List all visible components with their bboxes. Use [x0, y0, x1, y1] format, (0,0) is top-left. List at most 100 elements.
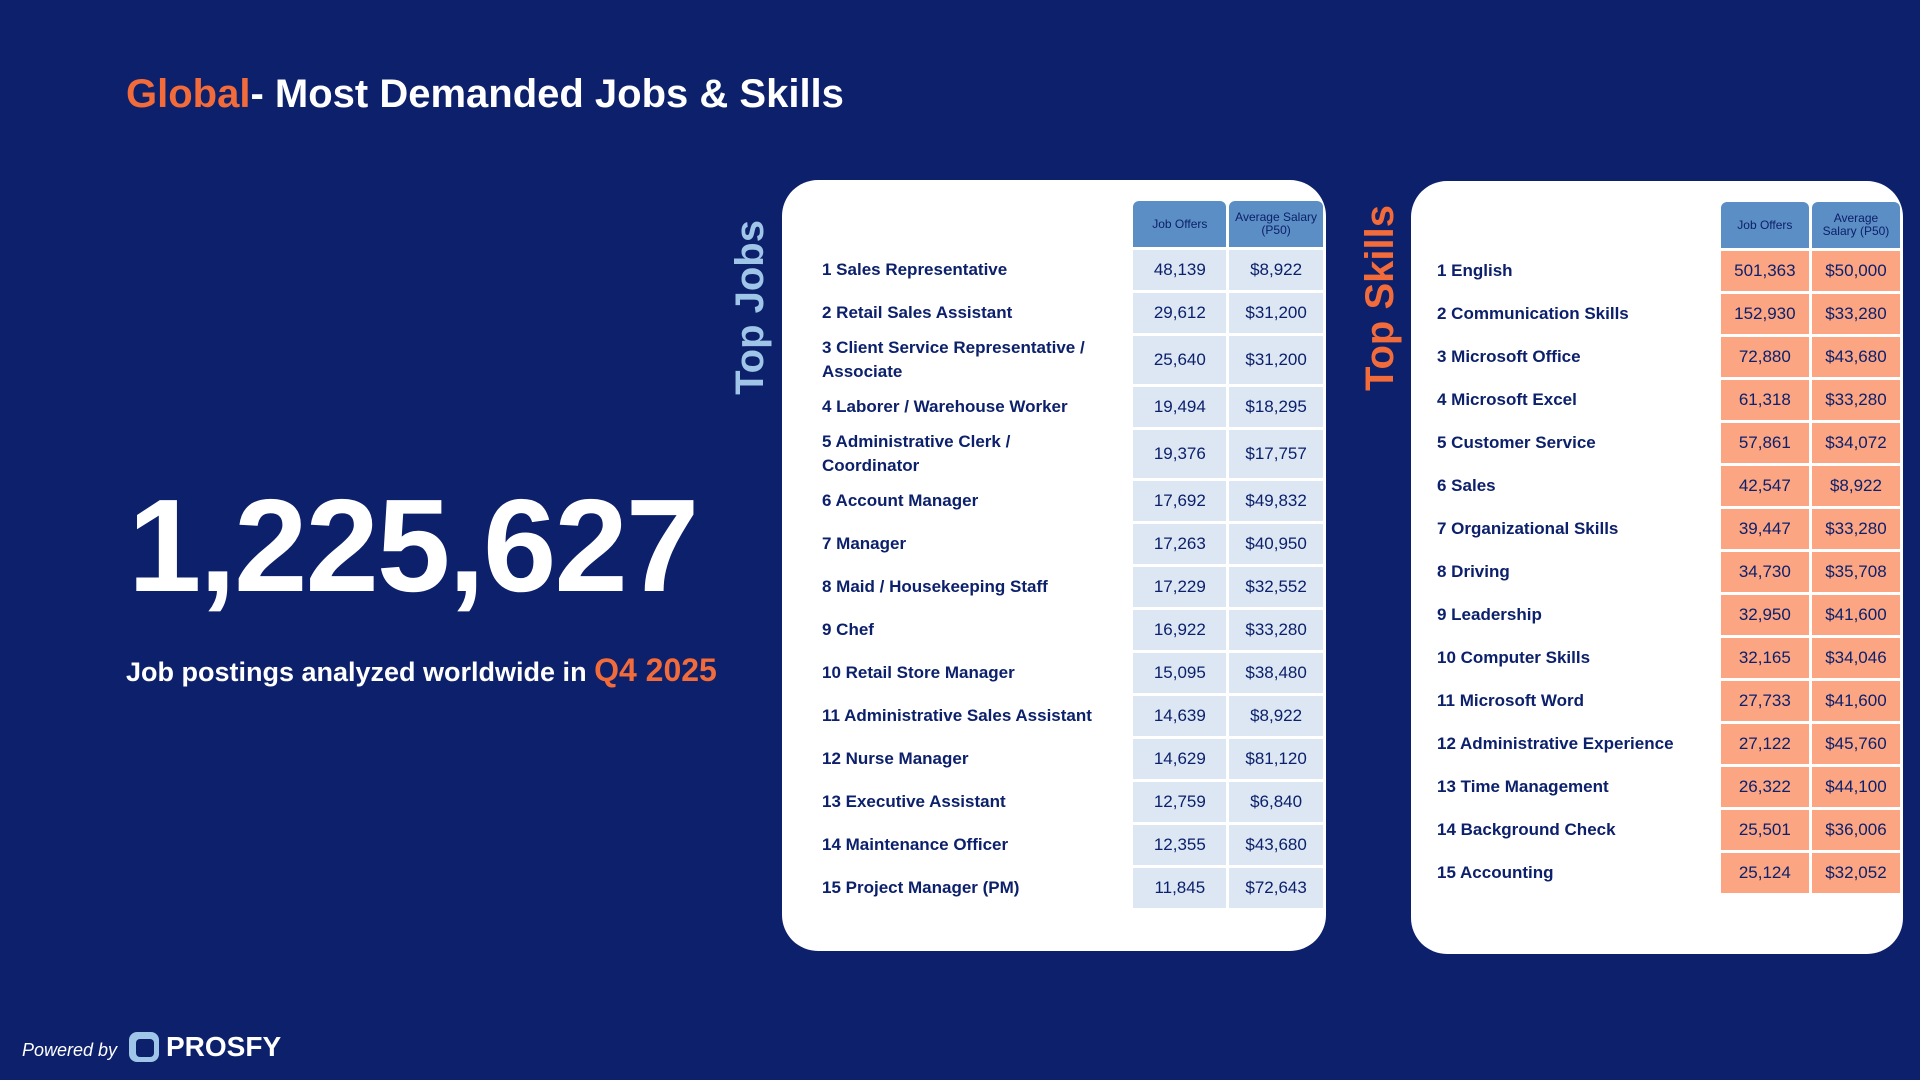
- cell: 12,759: [1133, 782, 1227, 822]
- cell: 42,547: [1720, 466, 1809, 506]
- cell: $6,840: [1229, 782, 1323, 822]
- cell: $43,680: [1811, 337, 1900, 377]
- cell: 39,447: [1720, 509, 1809, 549]
- row: 6 Sales 42,547 $8,922: [1417, 466, 1900, 506]
- cell: $41,600: [1811, 595, 1900, 635]
- row-label: 9 Leadership: [1437, 605, 1542, 624]
- row: 5 Administrative Clerk / Coordinator 19,3…: [802, 430, 1323, 478]
- row: 12 Nurse Manager 14,629 $81,120: [802, 739, 1323, 779]
- spacer: [802, 201, 1130, 247]
- cell: $34,072: [1811, 423, 1900, 463]
- cell: 15,095: [1133, 653, 1227, 693]
- row: 1 English 501,363 $50,000: [1417, 251, 1900, 291]
- row-label: 12 Nurse Manager: [822, 749, 969, 768]
- row-label: 5 Customer Service: [1437, 433, 1596, 452]
- cell: 501,363: [1720, 251, 1809, 291]
- cell: $8,922: [1229, 696, 1323, 736]
- row-label: 15 Project Manager (PM): [822, 878, 1020, 897]
- row-label: 10 Computer Skills: [1437, 648, 1591, 667]
- cell: $31,200: [1229, 336, 1323, 384]
- row: 8 Driving 34,730 $35,708: [1417, 552, 1900, 592]
- cell: 29,612: [1133, 293, 1227, 333]
- row: 14 Maintenance Officer 12,355 $43,680: [802, 825, 1323, 865]
- row-label: 4 Laborer / Warehouse Worker: [822, 397, 1068, 416]
- row-label: 7 Organizational Skills: [1437, 519, 1619, 538]
- cell: $32,552: [1229, 567, 1323, 607]
- brand: PROSFY: [166, 1031, 282, 1062]
- jobs-heading: Top Jobs: [728, 220, 772, 395]
- cell: 12,355: [1133, 825, 1227, 865]
- column-header: Average Salary (P50): [1229, 201, 1323, 247]
- row-label: 5 Administrative Clerk / Coordinator: [822, 432, 1011, 475]
- row-label: 12 Administrative Experience: [1437, 734, 1674, 753]
- cell: 34,730: [1720, 552, 1809, 592]
- cell: 61,318: [1720, 380, 1809, 420]
- stat-number: 1,225,627: [128, 472, 699, 619]
- cell: 27,122: [1720, 724, 1809, 764]
- title-rest: - Most Demanded Jobs & Skills: [250, 72, 844, 116]
- row: 10 Retail Store Manager 15,095 $38,480: [802, 653, 1323, 693]
- row-label: 6 Account Manager: [822, 491, 979, 510]
- spacer: [1417, 202, 1718, 248]
- row: 5 Customer Service 57,861 $34,072: [1417, 423, 1900, 463]
- row: 10 Computer Skills 32,165 $34,046: [1417, 638, 1900, 678]
- cell: $18,295: [1229, 387, 1323, 427]
- title-highlight: Global: [126, 72, 251, 116]
- cell: 19,376: [1133, 430, 1227, 478]
- cell: 11,845: [1133, 868, 1227, 908]
- jobs-table: Job Offers Average Salary (P50) 1 Sales Re…: [799, 198, 1326, 911]
- cell: 25,501: [1720, 810, 1809, 850]
- logo: [129, 1032, 159, 1062]
- powered-by: Powered by: [22, 1040, 118, 1060]
- skills-table: Job Offers Average Salary (P50) 1 English 5…: [1414, 199, 1903, 896]
- header-row: Job Offers Average Salary (P50): [802, 201, 1323, 247]
- cell: $50,000: [1811, 251, 1900, 291]
- cell: $8,922: [1229, 250, 1323, 290]
- row-label: 2 Communication Skills: [1437, 304, 1629, 323]
- cell: 27,733: [1720, 681, 1809, 721]
- row: 15 Project Manager (PM) 11,845 $72,643: [802, 868, 1323, 908]
- column-header: Average Salary (P50): [1811, 202, 1900, 248]
- cell: 32,165: [1720, 638, 1809, 678]
- caption-highlight: Q4 2025: [594, 652, 717, 688]
- row-label: 14 Maintenance Officer: [822, 835, 1009, 854]
- cell: $33,280: [1811, 380, 1900, 420]
- row-label: 13 Executive Assistant: [822, 792, 1006, 811]
- row: 9 Chef 16,922 $33,280: [802, 610, 1323, 650]
- row: 4 Laborer / Warehouse Worker 19,494 $18,29…: [802, 387, 1323, 427]
- row-label: 10 Retail Store Manager: [822, 663, 1015, 682]
- row: 6 Account Manager 17,692 $49,832: [802, 481, 1323, 521]
- row-label: 3 Microsoft Office: [1437, 347, 1581, 366]
- cell: 17,263: [1133, 524, 1227, 564]
- cell: $38,480: [1229, 653, 1323, 693]
- skills-card: Job Offers Average Salary (P50) 1 English 5…: [1411, 181, 1903, 954]
- cell: 14,639: [1133, 696, 1227, 736]
- column-header: Job Offers: [1720, 202, 1809, 248]
- cell: 19,494: [1133, 387, 1227, 427]
- row: 7 Manager 17,263 $40,950: [802, 524, 1323, 564]
- header-row: Job Offers Average Salary (P50): [1417, 202, 1900, 248]
- row-label: 14 Background Check: [1437, 820, 1616, 839]
- cell: 152,930: [1720, 294, 1809, 334]
- cell: $43,680: [1229, 825, 1323, 865]
- cell: 32,950: [1720, 595, 1809, 635]
- row: 4 Microsoft Excel 61,318 $33,280: [1417, 380, 1900, 420]
- row: 9 Leadership 32,950 $41,600: [1417, 595, 1900, 635]
- cell: $81,120: [1229, 739, 1323, 779]
- row-label: 1 Sales Representative: [822, 260, 1008, 279]
- row: 7 Organizational Skills 39,447 $33,280: [1417, 509, 1900, 549]
- cell: 57,861: [1720, 423, 1809, 463]
- row-label: 6 Sales: [1437, 476, 1496, 495]
- cell: $45,760: [1811, 724, 1900, 764]
- cell: $31,200: [1229, 293, 1323, 333]
- row-label: 3 Client Service Representative / Associ…: [822, 338, 1085, 381]
- caption-text: Job postings analyzed worldwide in: [126, 657, 587, 687]
- row-label: 11 Microsoft Word: [1437, 691, 1585, 710]
- row: 8 Maid / Housekeeping Staff 17,229 $32,552: [802, 567, 1323, 607]
- row-label: 13 Time Management: [1437, 777, 1609, 796]
- cell: $8,922: [1811, 466, 1900, 506]
- cell: 26,322: [1720, 767, 1809, 807]
- row: 1 Sales Representative 48,139 $8,922: [802, 250, 1323, 290]
- cell: $36,006: [1811, 810, 1900, 850]
